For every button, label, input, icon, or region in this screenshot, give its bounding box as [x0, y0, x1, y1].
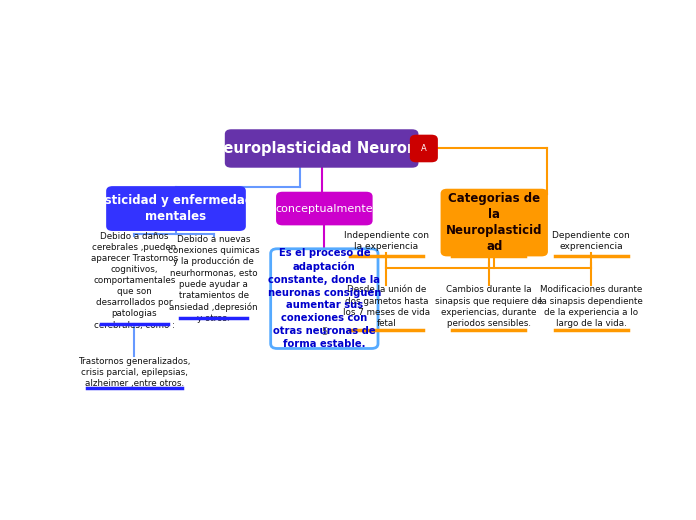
- Text: Modificaciones durante
la sinapsis dependiente
de la experiencia a lo
largo de l: Modificaciones durante la sinapsis depen…: [539, 285, 643, 328]
- Text: Plasticidad y enfermedades
mentales: Plasticidad y enfermedades mentales: [84, 194, 268, 223]
- Text: Cambios durante la
sinapsis que requiere de
experiencias, durante
periodos sensi: Cambios durante la sinapsis que requiere…: [435, 285, 543, 328]
- Text: conceptualmente: conceptualmente: [276, 203, 373, 214]
- FancyBboxPatch shape: [410, 135, 438, 162]
- FancyBboxPatch shape: [271, 249, 378, 348]
- FancyBboxPatch shape: [106, 186, 246, 231]
- Text: Trastornos generalizados,
crisis parcial, epilepsias,
alzheimer ,entre otros.: Trastornos generalizados, crisis parcial…: [78, 357, 191, 388]
- Text: Expectante con
experiencia: Expectante con experiencia: [454, 230, 524, 251]
- FancyBboxPatch shape: [441, 189, 548, 256]
- Text: Independiente con
la experiencia: Independiente con la experiencia: [344, 230, 429, 251]
- Text: Neuroplasticidad Neuronal: Neuroplasticidad Neuronal: [211, 141, 432, 156]
- Text: 5: 5: [321, 328, 328, 337]
- FancyBboxPatch shape: [276, 192, 372, 225]
- FancyBboxPatch shape: [225, 129, 418, 168]
- Text: Desde la unión de
dos gametos hasta
los 7 meses de vida
fetal: Desde la unión de dos gametos hasta los …: [343, 285, 430, 328]
- Text: Es el proceso de
adaptación
constante, donde la
neuronas consiguen
aumentar sus
: Es el proceso de adaptación constante, d…: [268, 249, 381, 349]
- Text: Categorias de
la
Neuroplasticid
ad: Categorias de la Neuroplasticid ad: [446, 192, 542, 253]
- Text: Dependiente con
exprenciencia: Dependiente con exprenciencia: [553, 230, 630, 251]
- Text: Debido a nuevas
conexiones quimicas
y la producción de
neurhormonas, esto
puede : Debido a nuevas conexiones quimicas y la…: [168, 235, 260, 322]
- Text: A: A: [421, 144, 427, 153]
- Text: Debido a daños
cerebrales ,pueden
aparecer Trastornos
cognitivos,
comportamental: Debido a daños cerebrales ,pueden aparec…: [91, 232, 178, 330]
